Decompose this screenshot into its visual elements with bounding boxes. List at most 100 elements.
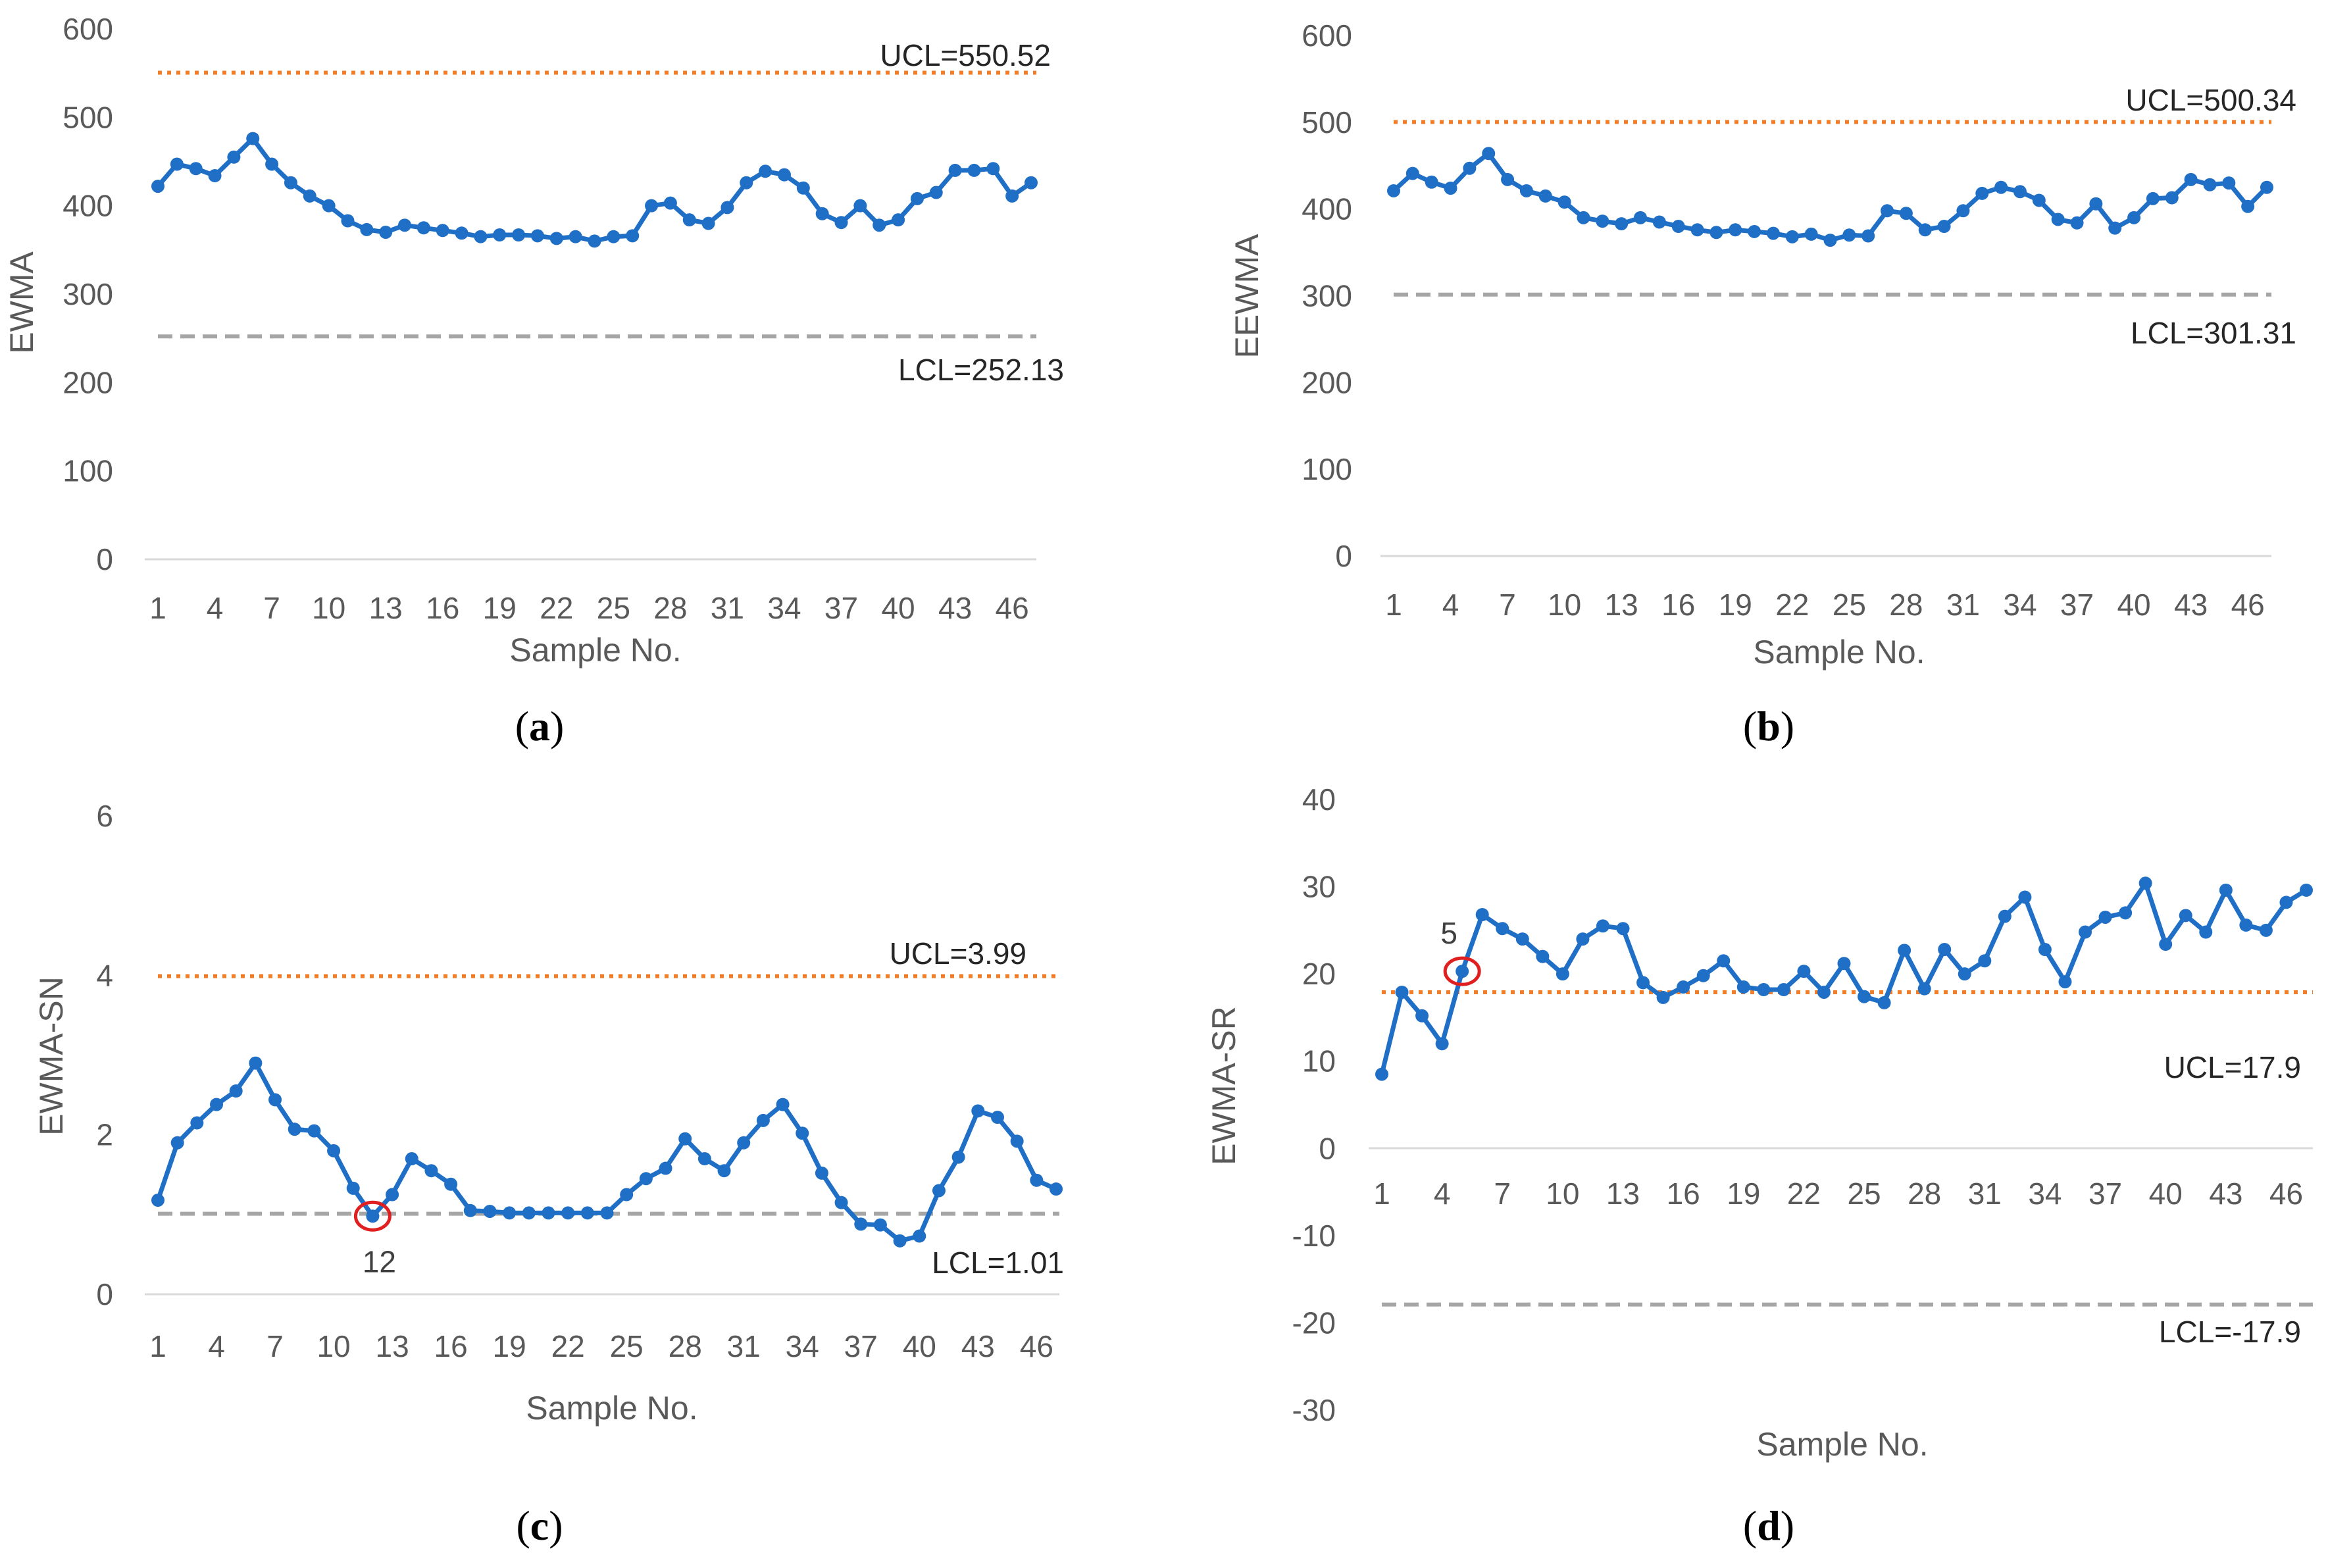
y-tick-label: 600	[63, 12, 113, 46]
data-point	[1958, 967, 1971, 981]
y-tick-label: 0	[1319, 1131, 1336, 1165]
x-tick-label: 28	[1889, 588, 1923, 622]
y-tick-label: 400	[1302, 192, 1352, 226]
data-point	[379, 225, 393, 239]
data-point	[483, 1204, 497, 1218]
data-point	[913, 1229, 926, 1243]
x-tick-label: 4	[207, 591, 224, 625]
x-tick-label: 22	[1787, 1176, 1821, 1211]
data-point	[1717, 954, 1731, 968]
x-tick-label: 43	[938, 591, 972, 625]
x-tick-label: 7	[263, 591, 280, 625]
data-point	[1596, 919, 1609, 933]
x-tick-label: 16	[434, 1329, 468, 1363]
data-point	[366, 1209, 380, 1223]
data-point	[1937, 220, 1951, 234]
data-point	[1455, 965, 1469, 978]
x-axis-title: Sample No.	[1756, 1426, 1928, 1463]
data-point	[1978, 954, 1992, 968]
data-point	[1757, 983, 1771, 997]
panel-label-open: (	[516, 1502, 530, 1549]
data-point	[1463, 161, 1477, 175]
panel-label-close: )	[1781, 703, 1794, 749]
data-point	[307, 1124, 321, 1138]
x-tick-label: 10	[316, 1329, 350, 1363]
data-point	[190, 1116, 204, 1130]
data-point	[512, 228, 526, 241]
highlight-label: 12	[363, 1244, 396, 1278]
data-point	[990, 1111, 1004, 1125]
x-tick-label: 37	[824, 591, 858, 625]
data-point	[1435, 1037, 1449, 1051]
panel-label: (d)	[1743, 1502, 1794, 1549]
data-point	[288, 1123, 301, 1136]
data-point	[1616, 922, 1630, 936]
data-point	[759, 164, 772, 178]
data-point	[1777, 983, 1790, 997]
panel-label: (a)	[515, 703, 565, 749]
y-axis-title: EEWMA	[1228, 234, 1265, 359]
panel-label-letter: a	[529, 703, 550, 749]
x-tick-label: 46	[996, 591, 1029, 625]
data-point	[1415, 1009, 1429, 1023]
data-point	[1729, 223, 1742, 237]
x-axis-title: Sample No.	[526, 1390, 697, 1427]
data-point	[853, 199, 867, 213]
y-axis-title: EWMA-SN	[33, 976, 70, 1136]
data-point	[2127, 211, 2141, 224]
data-point	[1858, 990, 1871, 1003]
x-tick-label: 10	[312, 591, 345, 625]
x-tick-label: 10	[1546, 1176, 1579, 1211]
data-point	[2260, 180, 2273, 194]
data-point	[1576, 932, 1590, 946]
data-point	[2239, 918, 2253, 932]
x-tick-label: 7	[1494, 1176, 1511, 1211]
data-point	[417, 221, 430, 235]
x-tick-label: 25	[597, 591, 630, 625]
data-point	[1025, 176, 1038, 190]
lcl-label: LCL=252.13	[898, 353, 1064, 387]
data-point	[678, 1132, 692, 1146]
panel-label: (c)	[516, 1502, 563, 1549]
data-point	[892, 213, 905, 227]
x-tick-label: 13	[376, 1329, 409, 1363]
data-point	[341, 214, 355, 228]
data-point	[600, 1206, 614, 1220]
data-point	[620, 1188, 634, 1201]
x-tick-label: 7	[266, 1329, 284, 1363]
y-tick-label: 600	[1302, 18, 1352, 53]
data-point	[327, 1144, 341, 1157]
x-tick-label: 1	[1385, 588, 1402, 622]
y-tick-label: 4	[96, 958, 113, 992]
x-tick-label: 34	[786, 1329, 819, 1363]
data-point	[1519, 184, 1533, 197]
x-tick-label: 25	[1847, 1176, 1881, 1211]
data-point	[580, 1206, 594, 1220]
x-tick-label: 28	[669, 1329, 702, 1363]
data-point	[659, 1161, 672, 1175]
data-point	[2013, 185, 2027, 199]
data-point	[1375, 1067, 1388, 1081]
x-tick-label: 40	[2149, 1176, 2183, 1211]
data-point	[2051, 213, 2065, 226]
data-point	[1709, 226, 1723, 240]
data-point	[1671, 220, 1685, 234]
chart-panel-b: 0 100 200 300 400 500 600 1 4 7 10 13 16 19 22 25 28 31 34…	[1228, 18, 2296, 749]
data-point	[663, 196, 677, 210]
data-point	[284, 176, 297, 190]
x-tick-label: 37	[844, 1329, 878, 1363]
data-point	[1501, 172, 1515, 186]
data-point	[1515, 932, 1529, 946]
data-point	[2179, 909, 2192, 923]
x-tick-label: 4	[1434, 1176, 1451, 1211]
data-point	[424, 1164, 438, 1178]
data-point	[2184, 172, 2198, 186]
lcl-label: LCL=301.31	[2131, 316, 2296, 350]
data-point	[569, 230, 582, 243]
data-point	[444, 1177, 458, 1191]
data-point	[682, 213, 696, 227]
x-tick-label: 4	[208, 1329, 225, 1363]
data-point	[834, 216, 848, 230]
